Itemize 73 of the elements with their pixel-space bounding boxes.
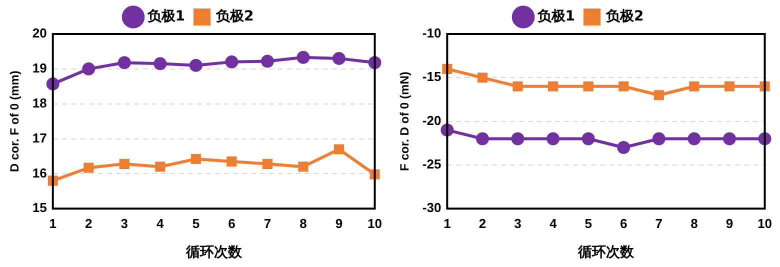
point — [189, 58, 202, 72]
x-tick-label: 7 — [264, 216, 272, 231]
x-tick-label: 6 — [620, 216, 628, 231]
x-tick-label: 5 — [192, 216, 200, 231]
y-tick-label: -10 — [422, 26, 442, 41]
point — [652, 132, 666, 146]
point — [226, 156, 237, 166]
y-tick-label: 19 — [32, 60, 47, 76]
x-tick-label: 9 — [726, 216, 734, 231]
point — [511, 132, 524, 146]
point — [260, 54, 274, 68]
legend-label: 负极2 — [215, 8, 254, 25]
point — [82, 62, 96, 76]
point — [583, 81, 594, 92]
y-tick-label: 18 — [32, 95, 47, 110]
x-tick-label: 4 — [549, 216, 558, 231]
point — [296, 50, 310, 64]
y-tick-label: -20 — [422, 112, 442, 128]
x-tick-label: 3 — [120, 216, 128, 231]
x-tick-label: 6 — [228, 216, 236, 231]
point — [154, 57, 167, 70]
point — [84, 162, 94, 173]
point — [225, 55, 238, 68]
point — [548, 81, 558, 92]
point — [689, 81, 700, 92]
y-axis-title: F cor. D of 0 (mN) — [398, 72, 412, 171]
point — [190, 154, 201, 164]
point — [724, 81, 735, 92]
point — [722, 132, 736, 146]
x-tick-label: 10 — [368, 216, 382, 231]
point — [119, 158, 130, 169]
x-tick-label: 5 — [584, 216, 592, 231]
point — [334, 144, 344, 154]
point — [546, 132, 560, 146]
x-tick-label: 2 — [478, 216, 486, 231]
x-tick-label: 10 — [758, 216, 772, 231]
y-tick-label: -30 — [422, 200, 442, 216]
point — [262, 158, 272, 169]
x-tick-label: 1 — [444, 216, 451, 231]
y-tick-label: 16 — [32, 165, 47, 180]
point — [688, 132, 701, 146]
x-tick-label: 1 — [49, 216, 56, 231]
point — [477, 72, 488, 83]
y-tick-label: 17 — [32, 130, 47, 146]
x-tick-label: 4 — [156, 216, 165, 231]
point — [370, 169, 380, 180]
point — [298, 162, 308, 172]
y-tick-label: -15 — [422, 69, 442, 84]
legend-label: 负极1 — [146, 8, 186, 25]
point — [582, 132, 595, 146]
point — [618, 81, 629, 92]
x-tick-label: 8 — [300, 216, 307, 231]
y-tick-label: 20 — [32, 26, 47, 41]
x-tick-label: 7 — [655, 216, 663, 231]
x-axis-title: 循环次数 — [576, 243, 635, 260]
point — [155, 162, 166, 172]
point — [617, 140, 630, 154]
x-tick-label: 2 — [85, 216, 92, 231]
point — [512, 81, 523, 92]
x-tick-label: 9 — [335, 216, 343, 231]
legend-label: 负极2 — [605, 8, 644, 25]
y-tick-label: -25 — [422, 156, 442, 172]
x-tick-label: 3 — [514, 216, 522, 231]
point — [332, 52, 346, 65]
x-axis-title: 循环次数 — [184, 243, 243, 260]
y-axis-title: D cor. F of 0 (mm) — [8, 70, 22, 172]
point — [760, 81, 770, 92]
x-tick-label: 8 — [690, 216, 698, 231]
y-tick-label: 15 — [32, 200, 47, 216]
point — [654, 90, 664, 100]
point — [118, 56, 131, 70]
legend-label: 负极1 — [536, 8, 576, 25]
point — [476, 132, 489, 146]
